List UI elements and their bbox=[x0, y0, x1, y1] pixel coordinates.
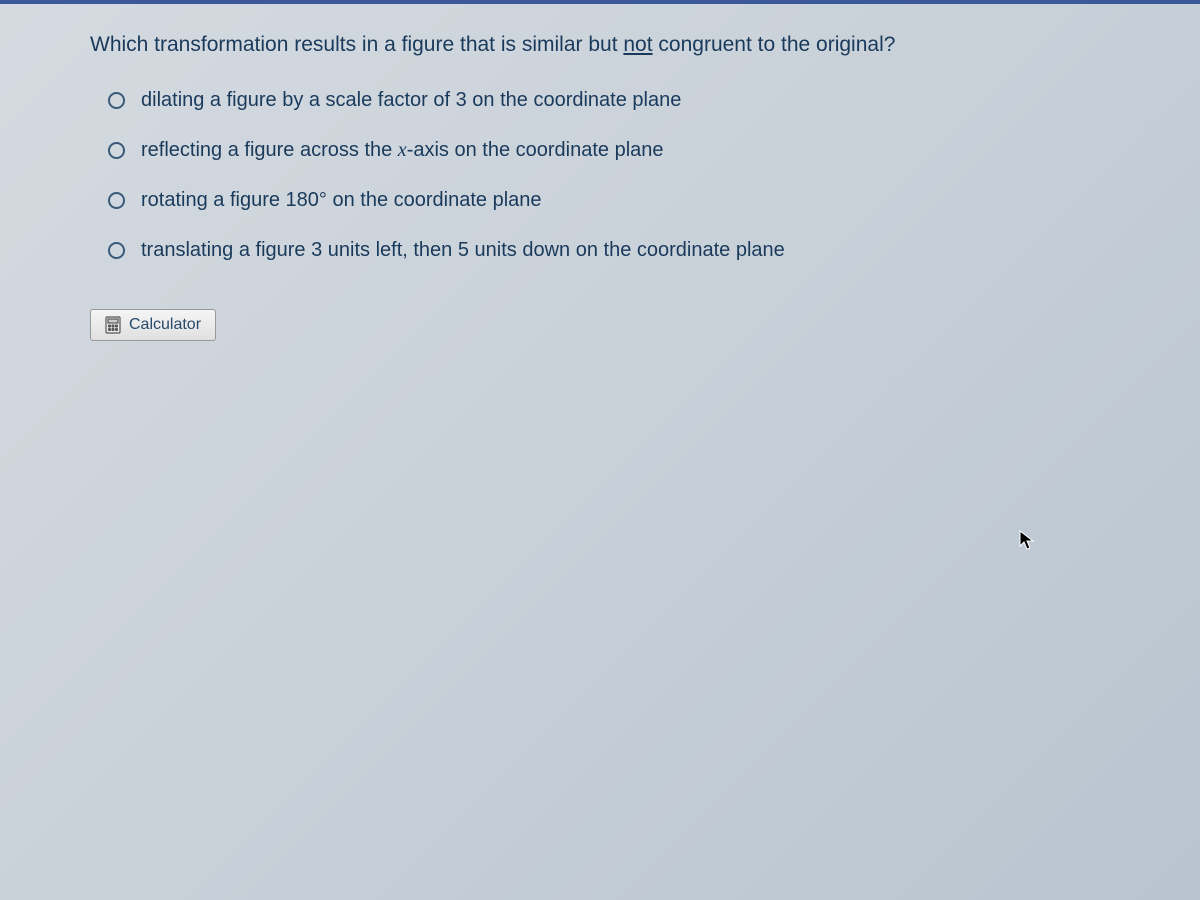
radio-icon bbox=[108, 92, 125, 109]
option-c-label: rotating a figure 180° on the coordinate… bbox=[141, 187, 542, 213]
option-b-label: reflecting a figure across the x-axis on… bbox=[141, 137, 664, 163]
option-d-label: translating a figure 3 units left, then … bbox=[141, 237, 785, 263]
mouse-cursor-icon bbox=[1019, 530, 1035, 552]
options-container: dilating a figure by a scale factor of 3… bbox=[90, 87, 1110, 263]
option-c[interactable]: rotating a figure 180° on the coordinate… bbox=[108, 187, 1110, 213]
option-a-label: dilating a figure by a scale factor of 3… bbox=[141, 87, 681, 113]
radio-icon bbox=[108, 192, 125, 209]
option-b[interactable]: reflecting a figure across the x-axis on… bbox=[108, 137, 1110, 163]
question-suffix: congruent to the original? bbox=[653, 33, 896, 56]
radio-icon bbox=[108, 142, 125, 159]
top-accent-border bbox=[0, 0, 1200, 4]
option-a[interactable]: dilating a figure by a scale factor of 3… bbox=[108, 87, 1110, 113]
calculator-button[interactable]: Calculator bbox=[90, 309, 216, 341]
option-b-suffix: -axis on the coordinate plane bbox=[407, 139, 664, 161]
question-text: Which transformation results in a figure… bbox=[90, 30, 1110, 59]
calculator-icon bbox=[105, 316, 121, 334]
calculator-label: Calculator bbox=[129, 316, 201, 334]
question-underlined: not bbox=[623, 33, 652, 56]
question-prefix: Which transformation results in a figure… bbox=[90, 33, 623, 56]
option-b-prefix: reflecting a figure across the bbox=[141, 139, 398, 161]
option-d[interactable]: translating a figure 3 units left, then … bbox=[108, 237, 1110, 263]
radio-icon bbox=[108, 242, 125, 259]
option-b-italic: x bbox=[398, 139, 407, 161]
